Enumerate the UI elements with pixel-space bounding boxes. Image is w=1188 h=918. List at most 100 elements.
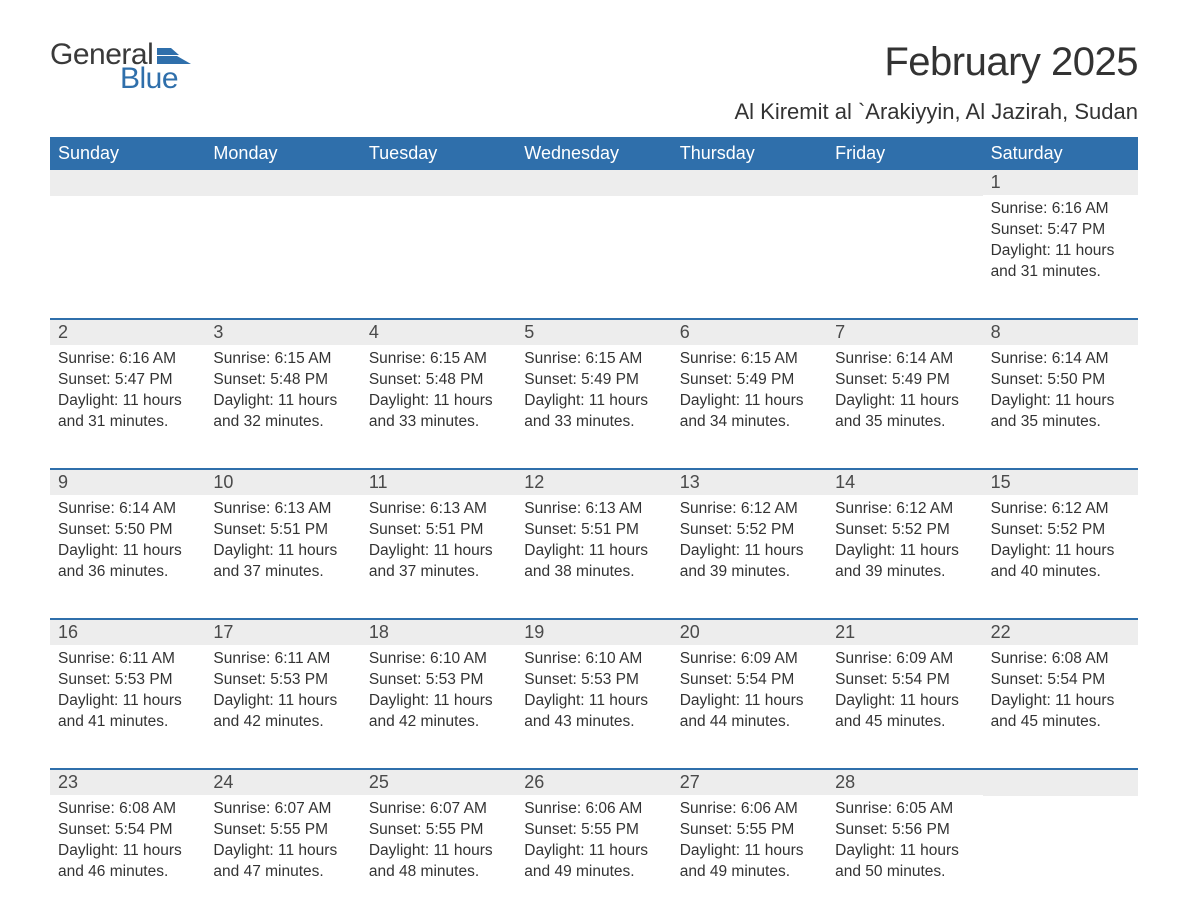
- day-body: Sunrise: 6:15 AMSunset: 5:49 PMDaylight:…: [516, 345, 671, 433]
- weekday-label: Friday: [827, 137, 982, 170]
- day-number: 28: [827, 770, 982, 795]
- daylight-text: Daylight: 11 hours and 49 minutes.: [680, 841, 819, 883]
- day-body: Sunrise: 6:07 AMSunset: 5:55 PMDaylight:…: [361, 795, 516, 883]
- day-number: 12: [516, 470, 671, 495]
- weekday-label: Thursday: [672, 137, 827, 170]
- sunrise-text: Sunrise: 6:08 AM: [991, 649, 1130, 670]
- day-number: 14: [827, 470, 982, 495]
- day-number: 24: [205, 770, 360, 795]
- day-body: Sunrise: 6:11 AMSunset: 5:53 PMDaylight:…: [50, 645, 205, 733]
- day-cell: [983, 770, 1138, 892]
- calendar-week: 16Sunrise: 6:11 AMSunset: 5:53 PMDayligh…: [50, 618, 1138, 742]
- sunrise-text: Sunrise: 6:06 AM: [524, 799, 663, 820]
- weekday-label: Sunday: [50, 137, 205, 170]
- daylight-text: Daylight: 11 hours and 37 minutes.: [369, 541, 508, 583]
- day-number: 11: [361, 470, 516, 495]
- day-number: 13: [672, 470, 827, 495]
- day-cell: 21Sunrise: 6:09 AMSunset: 5:54 PMDayligh…: [827, 620, 982, 742]
- daylight-text: Daylight: 11 hours and 42 minutes.: [213, 691, 352, 733]
- day-cell: 19Sunrise: 6:10 AMSunset: 5:53 PMDayligh…: [516, 620, 671, 742]
- day-cell: 10Sunrise: 6:13 AMSunset: 5:51 PMDayligh…: [205, 470, 360, 592]
- sunrise-text: Sunrise: 6:06 AM: [680, 799, 819, 820]
- sunrise-text: Sunrise: 6:09 AM: [835, 649, 974, 670]
- daylight-text: Daylight: 11 hours and 39 minutes.: [835, 541, 974, 583]
- daylight-text: Daylight: 11 hours and 34 minutes.: [680, 391, 819, 433]
- daylight-text: Daylight: 11 hours and 48 minutes.: [369, 841, 508, 883]
- sunset-text: Sunset: 5:49 PM: [524, 370, 663, 391]
- sunset-text: Sunset: 5:49 PM: [680, 370, 819, 391]
- sunset-text: Sunset: 5:53 PM: [369, 670, 508, 691]
- day-body: Sunrise: 6:15 AMSunset: 5:48 PMDaylight:…: [361, 345, 516, 433]
- day-number: 3: [205, 320, 360, 345]
- day-cell: [50, 170, 205, 292]
- day-cell: 1Sunrise: 6:16 AMSunset: 5:47 PMDaylight…: [983, 170, 1138, 292]
- sunrise-text: Sunrise: 6:12 AM: [835, 499, 974, 520]
- sunset-text: Sunset: 5:51 PM: [213, 520, 352, 541]
- sunrise-text: Sunrise: 6:07 AM: [213, 799, 352, 820]
- day-number: [672, 170, 827, 196]
- day-number: 9: [50, 470, 205, 495]
- sunrise-text: Sunrise: 6:16 AM: [58, 349, 197, 370]
- day-body: Sunrise: 6:14 AMSunset: 5:50 PMDaylight:…: [50, 495, 205, 583]
- sunrise-text: Sunrise: 6:13 AM: [369, 499, 508, 520]
- day-body: Sunrise: 6:15 AMSunset: 5:49 PMDaylight:…: [672, 345, 827, 433]
- day-number: 22: [983, 620, 1138, 645]
- daylight-text: Daylight: 11 hours and 31 minutes.: [991, 241, 1130, 283]
- day-number: [827, 170, 982, 196]
- day-cell: 15Sunrise: 6:12 AMSunset: 5:52 PMDayligh…: [983, 470, 1138, 592]
- day-cell: 18Sunrise: 6:10 AMSunset: 5:53 PMDayligh…: [361, 620, 516, 742]
- sunset-text: Sunset: 5:54 PM: [680, 670, 819, 691]
- day-number: 15: [983, 470, 1138, 495]
- day-cell: [205, 170, 360, 292]
- daylight-text: Daylight: 11 hours and 44 minutes.: [680, 691, 819, 733]
- sunset-text: Sunset: 5:52 PM: [991, 520, 1130, 541]
- sunrise-text: Sunrise: 6:16 AM: [991, 199, 1130, 220]
- sunset-text: Sunset: 5:55 PM: [213, 820, 352, 841]
- brand-logo: General Blue: [50, 40, 191, 94]
- day-number: 18: [361, 620, 516, 645]
- weekday-label: Wednesday: [516, 137, 671, 170]
- sunrise-text: Sunrise: 6:08 AM: [58, 799, 197, 820]
- day-number: 19: [516, 620, 671, 645]
- sunrise-text: Sunrise: 6:15 AM: [680, 349, 819, 370]
- sunrise-text: Sunrise: 6:12 AM: [680, 499, 819, 520]
- daylight-text: Daylight: 11 hours and 45 minutes.: [835, 691, 974, 733]
- day-body: Sunrise: 6:14 AMSunset: 5:50 PMDaylight:…: [983, 345, 1138, 433]
- sunset-text: Sunset: 5:48 PM: [369, 370, 508, 391]
- day-number: 23: [50, 770, 205, 795]
- day-number: 16: [50, 620, 205, 645]
- sunrise-text: Sunrise: 6:14 AM: [835, 349, 974, 370]
- day-cell: 12Sunrise: 6:13 AMSunset: 5:51 PMDayligh…: [516, 470, 671, 592]
- day-cell: 11Sunrise: 6:13 AMSunset: 5:51 PMDayligh…: [361, 470, 516, 592]
- daylight-text: Daylight: 11 hours and 35 minutes.: [991, 391, 1130, 433]
- sunset-text: Sunset: 5:47 PM: [58, 370, 197, 391]
- day-body: Sunrise: 6:09 AMSunset: 5:54 PMDaylight:…: [672, 645, 827, 733]
- sunset-text: Sunset: 5:55 PM: [680, 820, 819, 841]
- sunset-text: Sunset: 5:51 PM: [524, 520, 663, 541]
- sunset-text: Sunset: 5:55 PM: [369, 820, 508, 841]
- daylight-text: Daylight: 11 hours and 32 minutes.: [213, 391, 352, 433]
- sunset-text: Sunset: 5:54 PM: [58, 820, 197, 841]
- day-number: 5: [516, 320, 671, 345]
- sunrise-text: Sunrise: 6:11 AM: [213, 649, 352, 670]
- day-number: [516, 170, 671, 196]
- day-number: 4: [361, 320, 516, 345]
- page-title: February 2025: [735, 40, 1139, 85]
- day-number: [50, 170, 205, 196]
- day-number: [361, 170, 516, 196]
- title-block: February 2025 Al Kiremit al `Arakiyyin, …: [735, 40, 1139, 125]
- day-cell: 28Sunrise: 6:05 AMSunset: 5:56 PMDayligh…: [827, 770, 982, 892]
- day-body: Sunrise: 6:13 AMSunset: 5:51 PMDaylight:…: [516, 495, 671, 583]
- day-cell: [516, 170, 671, 292]
- day-body: Sunrise: 6:14 AMSunset: 5:49 PMDaylight:…: [827, 345, 982, 433]
- day-cell: 22Sunrise: 6:08 AMSunset: 5:54 PMDayligh…: [983, 620, 1138, 742]
- day-number: 20: [672, 620, 827, 645]
- sunrise-text: Sunrise: 6:15 AM: [524, 349, 663, 370]
- day-number: 10: [205, 470, 360, 495]
- sunrise-text: Sunrise: 6:15 AM: [369, 349, 508, 370]
- header: General Blue February 2025 Al Kiremit al…: [50, 40, 1138, 125]
- weeks-container: 1Sunrise: 6:16 AMSunset: 5:47 PMDaylight…: [50, 170, 1138, 892]
- day-number: 2: [50, 320, 205, 345]
- daylight-text: Daylight: 11 hours and 31 minutes.: [58, 391, 197, 433]
- sunrise-text: Sunrise: 6:15 AM: [213, 349, 352, 370]
